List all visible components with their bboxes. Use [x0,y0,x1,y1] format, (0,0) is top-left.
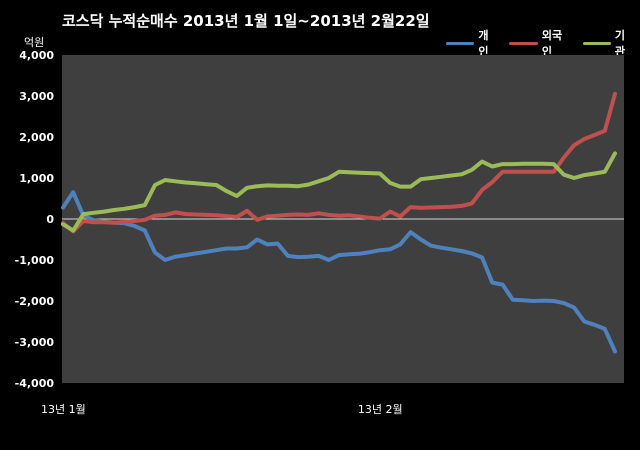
series-line-1 [61,91,617,234]
x-tick-label: 13년 2월 [358,403,403,416]
legend-label-individual: 개인 [478,29,489,58]
legend-swatch-foreign [509,41,538,45]
y-tick-label: -4,000 [15,377,55,390]
legend-swatch-individual [446,41,475,45]
x-tick-label: 13년 1월 [41,403,86,416]
legend-swatch-institution [582,41,611,45]
chart-title: 코스닥 누적순매수 2013년 1월 1일~2013년 2월22일 [62,12,430,30]
legend-item-individual: 개인 [446,27,497,59]
legend-item-foreign: 외국인 [509,27,570,59]
legend-label-foreign: 외국인 [541,29,563,58]
y-axis-unit-label: 억원 [24,36,45,49]
y-tick-label: 1,000 [19,172,54,185]
legend: 개인 외국인 기관 [446,27,640,59]
y-tick-label: -1,000 [15,254,55,267]
y-tick-label: 2,000 [19,131,54,144]
y-tick-label: 0 [46,213,54,226]
series-line-2 [61,151,617,233]
y-tick-label: 4,000 [19,49,54,62]
y-tick-label: -2,000 [15,295,55,308]
y-tick-label: -3,000 [15,336,55,349]
series-line-0 [61,190,617,354]
legend-label-institution: 기관 [614,29,625,58]
y-tick-label: 3,000 [19,90,54,103]
legend-item-institution: 기관 [582,27,634,59]
